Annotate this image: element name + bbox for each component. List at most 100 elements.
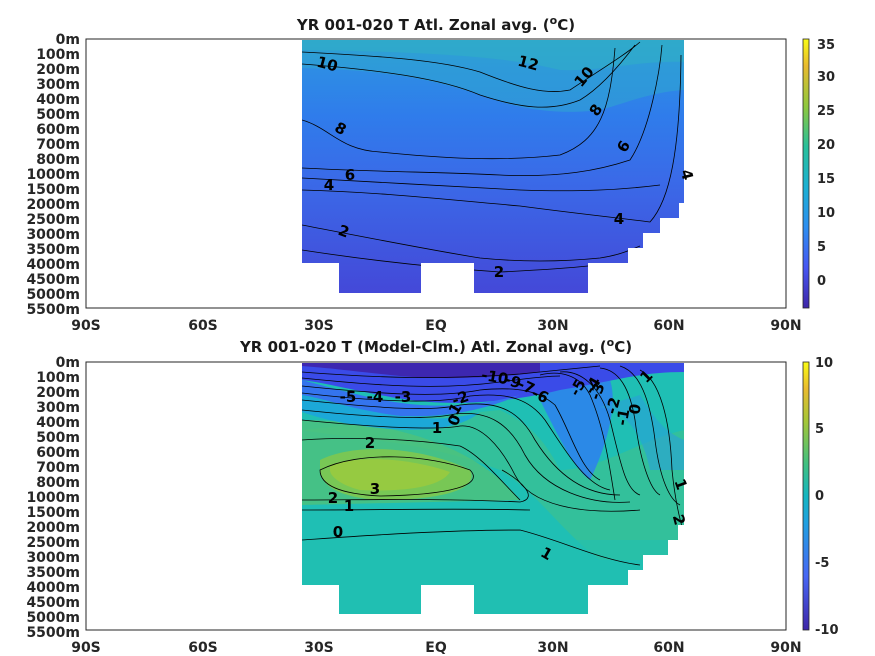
chart-top-colorbar: 0 5 10 15 20 25 30 35 <box>802 38 835 309</box>
y-tick-label: 700m <box>36 137 80 153</box>
y-tick-label: 800m <box>36 152 80 168</box>
contour-label: -3 <box>586 380 609 402</box>
y-tick-label: 4000m <box>26 257 80 273</box>
y-tick-label: 500m <box>36 430 80 446</box>
chart-top: YR 001-020 T Atl. Zonal avg. (oC) 12 10 … <box>26 14 835 334</box>
y-tick-label: 4500m <box>26 595 80 611</box>
contour-label: 10 <box>315 53 340 76</box>
chart-bottom-y-axis: 0m 100m 200m 300m 400m 500m 600m 700m 80… <box>26 355 80 641</box>
x-tick-label: 30N <box>537 318 568 334</box>
colorbar-tick-label: 35 <box>817 38 835 53</box>
y-tick-label: 800m <box>36 475 80 491</box>
colorbar-tick-label: -10 <box>815 623 839 638</box>
chart-top-field <box>302 40 684 293</box>
x-tick-label: 90N <box>770 318 801 334</box>
colorbar-tick-label: 15 <box>817 172 835 187</box>
contour-label: -1 <box>613 407 634 427</box>
colorbar-tick-label: 5 <box>817 240 826 255</box>
x-tick-label: 60N <box>653 318 684 334</box>
y-tick-label: 3000m <box>26 227 80 243</box>
contour-label: 3 <box>370 480 380 498</box>
contour-label: -4 <box>581 374 605 397</box>
y-tick-label: 3500m <box>26 565 80 581</box>
y-tick-label: 400m <box>36 415 80 431</box>
contour-label: -9 <box>502 370 524 393</box>
contour-label: 0 <box>333 523 343 541</box>
colorbar-tick-label: 10 <box>815 356 833 371</box>
chart-bottom-x-axis: 90S 60S 30S EQ 30N 60N 90N <box>71 640 801 656</box>
y-tick-label: 200m <box>36 62 80 78</box>
y-tick-label: 100m <box>36 370 80 386</box>
y-tick-label: 1000m <box>26 167 80 183</box>
y-tick-label: 5500m <box>26 625 80 641</box>
x-tick-label: 90N <box>770 640 801 656</box>
x-tick-label: EQ <box>425 318 447 334</box>
colorbar-tick-label: 25 <box>817 104 835 119</box>
y-tick-label: 3500m <box>26 242 80 258</box>
contour-label: 4 <box>614 210 624 228</box>
contour-label: 12 <box>516 52 541 75</box>
contour-label: 2 <box>669 512 689 527</box>
chart-bottom-title: YR 001-020 T (Model-Clm.) Atl. Zonal avg… <box>239 336 632 356</box>
colorbar-tick-label: 0 <box>817 274 826 289</box>
x-tick-label: 30S <box>304 318 334 334</box>
y-tick-label: 0m <box>56 355 80 371</box>
y-tick-label: 400m <box>36 92 80 108</box>
contour-label: -5 <box>340 388 357 406</box>
x-tick-label: 30N <box>537 640 568 656</box>
contour-label: 1 <box>344 497 354 515</box>
y-tick-label: 600m <box>36 445 80 461</box>
y-tick-label: 600m <box>36 122 80 138</box>
x-tick-label: 60N <box>653 640 684 656</box>
x-tick-label: 90S <box>71 640 101 656</box>
x-tick-label: EQ <box>425 640 447 656</box>
y-tick-label: 700m <box>36 460 80 476</box>
contour-label: 0 <box>625 402 645 415</box>
x-tick-label: 30S <box>304 640 334 656</box>
contour-label: -2 <box>602 395 624 416</box>
chart-bottom: YR 001-020 T (Model-Clm.) Atl. Zonal avg… <box>26 336 838 656</box>
contour-label: -6 <box>529 384 552 407</box>
x-tick-label: 60S <box>188 640 218 656</box>
y-tick-label: 1500m <box>26 182 80 198</box>
contour-label: 2 <box>365 434 375 452</box>
y-tick-label: 1500m <box>26 505 80 521</box>
contour-label: -3 <box>395 388 412 406</box>
y-tick-label: 5000m <box>26 610 80 626</box>
y-tick-label: 4500m <box>26 272 80 288</box>
y-tick-label: 5500m <box>26 302 80 318</box>
contour-label: 4 <box>677 167 697 182</box>
colorbar <box>802 38 810 309</box>
chart-bottom-contours <box>302 365 684 566</box>
contour-label: 4 <box>324 176 334 194</box>
chart-top-x-axis: 90S 60S 30S EQ 30N 60N 90N <box>71 318 801 334</box>
contour-label: 1 <box>432 419 442 437</box>
contour-label: -7 <box>515 375 538 398</box>
colorbar-tick-label: 30 <box>817 70 835 85</box>
contour-label: -2 <box>449 387 471 410</box>
colorbar-tick-label: 0 <box>815 489 824 504</box>
y-tick-label: 300m <box>36 77 80 93</box>
colorbar <box>802 361 810 631</box>
chart-bottom-field <box>302 363 684 614</box>
contour-label: -4 <box>367 388 384 406</box>
chart-top-title: YR 001-020 T Atl. Zonal avg. (oC) <box>296 14 575 34</box>
y-tick-label: 1000m <box>26 490 80 506</box>
y-tick-label: 200m <box>36 385 80 401</box>
y-tick-label: 100m <box>36 47 80 63</box>
y-tick-label: 2000m <box>26 520 80 536</box>
x-tick-label: 60S <box>188 318 218 334</box>
y-tick-label: 3000m <box>26 550 80 566</box>
chart-top-contours <box>302 41 682 273</box>
contour-label: 6 <box>345 166 355 184</box>
colorbar-tick-label: 20 <box>817 138 835 153</box>
y-tick-label: 300m <box>36 400 80 416</box>
y-tick-label: 0m <box>56 32 80 48</box>
contour-label: 2 <box>328 489 338 507</box>
chart-bottom-colorbar: -10 -5 0 5 10 <box>802 356 839 638</box>
y-tick-label: 2500m <box>26 212 80 228</box>
contour-label: -5 <box>566 376 590 399</box>
contour-label: 2 <box>494 263 504 281</box>
y-tick-label: 2500m <box>26 535 80 551</box>
